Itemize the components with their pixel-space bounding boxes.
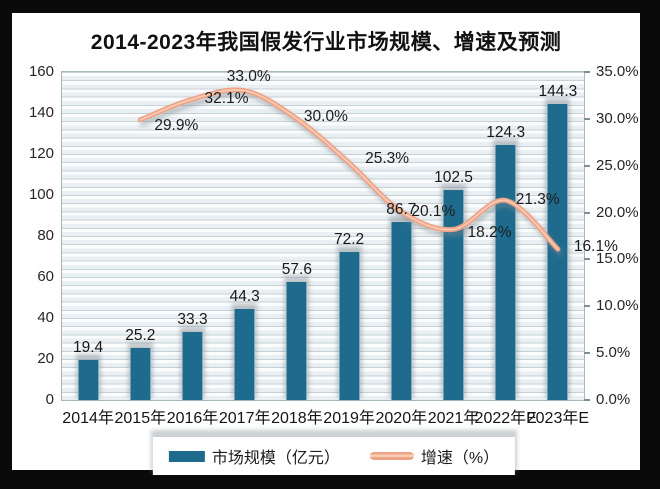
bar-swatch-icon [168,450,205,462]
growth-line-highlight [139,89,559,250]
bar-2023年E [547,104,569,400]
legend-label-growth: 增速（%） [420,450,500,467]
growth-point-label: 29.9% [154,116,199,134]
legend-item-market-size: 市场规模（亿元） [168,444,340,468]
bar-2020年 [390,222,412,400]
x-axis-label: 2022年E [474,410,537,427]
bar-2021年 [443,189,464,400]
chart-title: 2014-2023年我国假发行业市场规模、增速及预测 [90,31,562,54]
y-axis-label-left: 20 [37,350,54,367]
x-axis-label: 2019年 [323,410,375,427]
growth-point-label: 32.1% [204,90,249,108]
bar-value-label: 44.3 [229,288,260,306]
x-axis-label: 2017年 [218,410,271,427]
y-axis-label-right: 15.0% [596,250,639,268]
bar-value-label: 57.6 [281,260,312,278]
growth-point-label: 21.3% [515,191,560,209]
growth-point-label: 18.2% [467,224,512,242]
plot-area: 19.4 25.2 33.3 44.3 57.6 72.2 86.7 102.5 124.3 14… [61,68,618,401]
y-axis-tick-right [584,164,590,167]
y-axis-tick-right [584,305,590,308]
y-axis-tick-right [584,399,590,401]
y-axis-label-right: 5.0% [596,344,631,362]
bar-2018年 [286,281,308,400]
x-axis-label: 2020年 [375,410,428,427]
bar-value-label: 144.3 [538,83,578,101]
y-axis-label-left: 120 [28,145,54,162]
growth-point-label: 20.1% [411,202,456,220]
y-axis-tick-right [584,211,590,214]
legend: 市场规模（亿元） 增速（%） [152,437,516,475]
x-axis-label: 2023年E [526,410,590,427]
x-axis-label: 2016年 [166,410,219,427]
bar-2015年 [129,348,151,400]
legend-label-market-size: 市场规模（亿元） [211,450,340,467]
growth-point-label: 16.1% [573,238,618,256]
y-axis-label-right: 25.0% [596,156,639,174]
bar-value-label: 19.4 [73,339,104,357]
growth-point-label: 30.0% [303,107,348,125]
bar-value-label: 124.3 [486,124,526,142]
y-axis-tick-right [584,352,590,355]
y-axis-label-left: 80 [37,227,54,244]
y-axis-label-left: 60 [37,268,54,285]
y-axis-label-left: 0 [45,391,54,408]
bar-2016年 [182,331,203,400]
bar-2017年 [234,309,256,400]
bar-value-label: 25.2 [125,327,156,345]
legend-item-growth: 增速（%） [369,444,500,468]
growth-point-label: 33.0% [226,67,271,85]
y-axis-label-left: 40 [37,309,54,326]
y-axis-tick-right [584,258,590,261]
bar-value-label: 72.2 [334,231,365,248]
y-axis-label-right: 0.0% [596,391,631,408]
bar-2022年E [495,145,517,400]
growth-point-label: 25.3% [365,149,410,167]
bar-2019年 [338,252,360,400]
y-axis-tick-right [584,71,590,73]
growth-line-chart [137,87,561,252]
x-axis-label: 2021年 [427,410,480,427]
line-swatch-icon [369,452,414,460]
y-axis-label-right: 20.0% [596,203,639,221]
x-axis-label: 2014年 [62,410,114,427]
x-axis-label: 2015年 [114,410,167,427]
bar-value-label: 86.7 [386,201,417,219]
y-axis-label-right: 35.0% [596,63,639,80]
y-axis-label-left: 100 [28,186,54,203]
y-axis-label-right: 10.0% [596,297,639,315]
y-axis-label-left: 160 [28,63,54,80]
bar-value-label: 33.3 [177,310,208,328]
bar-2014年 [77,360,99,400]
y-axis-label-left: 140 [28,104,54,121]
y-axis-label-right: 30.0% [596,109,639,127]
x-axis-label: 2018年 [271,410,323,427]
bar-value-label: 102.5 [434,168,473,186]
y-axis-tick-right [584,117,590,120]
